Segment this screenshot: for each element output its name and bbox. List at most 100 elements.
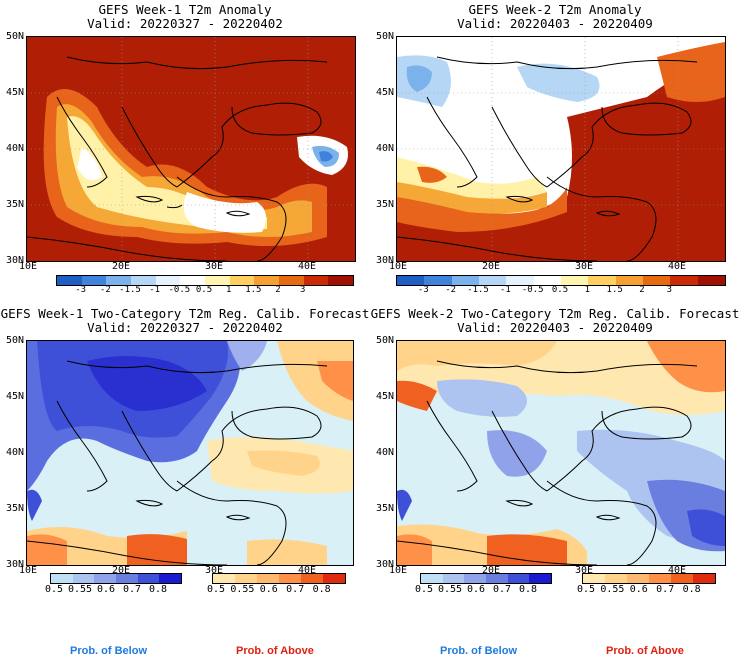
colorbar-tick-label: -2: [445, 285, 457, 295]
colorbar-swatch: [507, 574, 530, 583]
lat-label-40n: 40N: [5, 143, 24, 154]
lat-label-40n: 40N: [375, 143, 394, 154]
colorbar-tick-label: 0.6: [466, 584, 486, 595]
panel-week2-anomaly: GEFS Week-2 T2m Anomaly Valid: 20220403 …: [370, 0, 740, 300]
panel-title: GEFS Week-1 Two-Category T2m Reg. Calib.…: [0, 306, 370, 321]
lon-label-10e: 10E: [18, 261, 38, 272]
lat-label-40n: 40N: [5, 447, 24, 458]
map-canvas: [27, 37, 355, 261]
lon-label-20e: 20E: [111, 261, 131, 272]
colorbar-tick-label: -0.5: [521, 285, 544, 295]
colorbar-tick-label: 0.7: [122, 584, 142, 595]
lon-label-30e: 30E: [204, 261, 224, 272]
colorbar-swatch: [205, 276, 230, 285]
lat-label-30n: 30N: [5, 255, 24, 266]
colorbar-swatch: [106, 276, 132, 285]
lon-label-10e: 10E: [18, 565, 38, 576]
map-canvas: [397, 341, 725, 565]
lat-label-50n: 50N: [375, 31, 394, 42]
lat-label-30n: 30N: [375, 255, 394, 266]
colorbar-tick-label: -1.5: [119, 285, 141, 295]
colorbar-swatch: [323, 574, 345, 583]
colorbar-tick-label: 0.55: [230, 584, 255, 595]
panel-valid-dates: Valid: 20220403 - 20220409: [457, 320, 653, 335]
colorbar-swatch: [279, 276, 304, 285]
colorbar-swatch: [213, 574, 235, 583]
colorbar-tick-label: -1.5: [467, 285, 489, 295]
lat-label-50n: 50N: [5, 31, 24, 42]
colorbar-swatch: [397, 276, 425, 285]
colorbar-swatch: [159, 574, 182, 583]
panel-week1-anomaly: GEFS Week-1 T2m Anomaly Valid: 20220327 …: [0, 0, 370, 300]
lat-label-30n: 30N: [5, 559, 24, 570]
colorbar-tick-label: 0.7: [492, 584, 512, 595]
panel-valid-dates: Valid: 20220403 - 20220409: [457, 16, 653, 31]
lon-label-20e: 20E: [481, 565, 501, 576]
colorbar-swatch: [478, 276, 507, 285]
colorbar-tick-label: 0.6: [259, 584, 278, 595]
colorbar-swatch: [301, 574, 323, 583]
lat-label-45n: 45N: [375, 87, 394, 98]
colorbar-tick-label: 0.5: [576, 584, 596, 595]
above-colorbar: [582, 573, 716, 584]
probability-map-week2: [396, 340, 726, 566]
lon-label-30e: 30E: [204, 565, 224, 576]
anomaly-colorbar: [56, 275, 354, 286]
lat-label-35n: 35N: [5, 199, 24, 210]
panel-title: GEFS Week-1 T2m Anomaly: [98, 2, 272, 17]
lon-label-20e: 20E: [481, 261, 501, 272]
colorbar-tick-label: 0.5: [551, 285, 569, 295]
colorbar-swatch: [155, 276, 181, 285]
lon-label-40e: 40E: [667, 565, 687, 576]
colorbar-tick-label: 0.8: [148, 584, 168, 595]
colorbar-tick-label: 0.6: [96, 584, 116, 595]
colorbar-tick-label: -1: [149, 285, 161, 295]
colorbar-tick-label: -3: [75, 285, 87, 295]
colorbar-swatch: [424, 276, 452, 285]
colorbar-tick-label: 3: [666, 285, 673, 295]
colorbar-swatch: [642, 276, 671, 285]
colorbar-tick-label: 0.7: [656, 584, 675, 595]
colorbar-swatch: [506, 276, 534, 285]
lat-label-45n: 45N: [5, 87, 24, 98]
prob-above-label: Prob. of Above: [236, 645, 314, 657]
colorbar-swatch: [235, 574, 257, 583]
colorbar-swatch: [94, 574, 117, 583]
colorbar-swatch: [279, 574, 301, 583]
colorbar-tick-label: 0.55: [600, 584, 625, 595]
colorbar-tick-label: 1.5: [606, 285, 623, 295]
colorbar-tick-label: 0.7: [286, 584, 305, 595]
colorbar-swatch: [464, 574, 487, 583]
prob-below-label: Prob. of Below: [440, 645, 517, 657]
above-colorbar: [212, 573, 346, 584]
panel-valid-dates: Valid: 20220327 - 20220402: [87, 320, 283, 335]
panel-week2-probability: GEFS Week-2 Two-Category T2m Reg. Calib.…: [370, 300, 740, 662]
colorbar-swatch: [627, 574, 649, 583]
colorbar-swatch: [131, 276, 156, 285]
lon-label-40e: 40E: [297, 565, 317, 576]
lon-label-30e: 30E: [574, 565, 594, 576]
colorbar-swatch: [421, 574, 443, 583]
map-canvas: [397, 37, 725, 261]
colorbar-swatch: [670, 276, 698, 285]
colorbar-swatch: [486, 574, 508, 583]
colorbar-swatch: [605, 574, 627, 583]
colorbar-swatch: [529, 574, 552, 583]
lat-label-45n: 45N: [5, 391, 24, 402]
colorbar-swatch: [303, 276, 329, 285]
panel-title: GEFS Week-2 Two-Category T2m Reg. Calib.…: [370, 306, 740, 321]
lat-label-45n: 45N: [375, 391, 394, 402]
colorbar-tick-label: 1: [225, 285, 232, 295]
panel-valid-dates: Valid: 20220327 - 20220402: [87, 16, 283, 31]
colorbar-tick-label: 2: [275, 285, 281, 295]
colorbar-tick-label: -1: [499, 285, 511, 295]
colorbar-swatch: [588, 276, 616, 285]
lat-label-50n: 50N: [375, 335, 394, 346]
probability-map-week1: [26, 340, 354, 566]
colorbar-tick-label: 0.55: [67, 584, 93, 595]
colorbar-swatch: [615, 276, 643, 285]
colorbar-swatch: [72, 574, 95, 583]
lon-label-30e: 30E: [574, 261, 594, 272]
panel-title: GEFS Week-2 T2m Anomaly: [468, 2, 642, 17]
colorbar-swatch: [81, 276, 107, 285]
